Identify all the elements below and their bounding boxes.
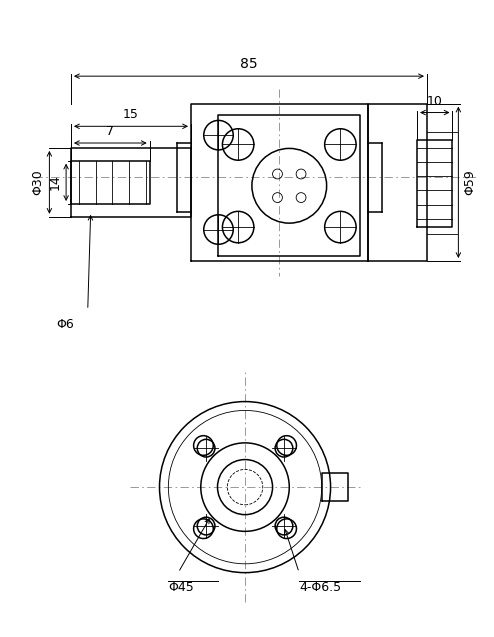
Text: 7: 7 bbox=[106, 125, 114, 138]
Text: Φ59: Φ59 bbox=[463, 169, 476, 195]
Text: Φ30: Φ30 bbox=[32, 169, 44, 195]
Text: 14: 14 bbox=[48, 175, 61, 190]
Text: Φ45: Φ45 bbox=[168, 580, 194, 594]
Text: 10: 10 bbox=[427, 95, 443, 108]
Text: Φ6: Φ6 bbox=[56, 318, 74, 331]
Text: 85: 85 bbox=[240, 57, 258, 71]
Text: 15: 15 bbox=[123, 108, 139, 122]
Text: 4-Φ6.5: 4-Φ6.5 bbox=[299, 580, 341, 594]
